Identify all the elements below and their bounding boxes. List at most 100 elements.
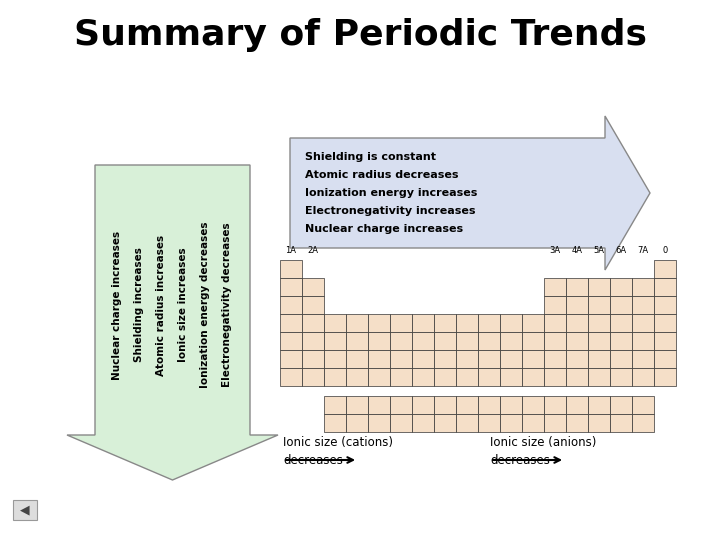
Bar [324,350,346,368]
Text: 5A: 5A [593,246,605,255]
Bar [478,332,500,350]
Text: 1A: 1A [286,246,297,255]
Text: Ionic size increases: Ionic size increases [179,248,189,362]
Bar [390,332,412,350]
Bar [280,368,302,386]
Bar [566,332,588,350]
Text: 0: 0 [662,246,667,255]
Bar [632,414,654,432]
Bar [610,368,632,386]
Bar [434,396,456,414]
Bar [280,332,302,350]
Bar [368,396,390,414]
Bar [302,368,324,386]
Text: Nuclear charge increases: Nuclear charge increases [305,224,463,234]
Text: decreases: decreases [490,454,550,467]
Bar [346,396,368,414]
Text: Atomic radius increases: Atomic radius increases [156,234,166,375]
Bar [566,368,588,386]
Bar [610,414,632,432]
Bar [280,278,302,296]
Bar [632,314,654,332]
Bar [302,278,324,296]
Bar [412,332,434,350]
Bar [500,350,522,368]
Bar [346,368,368,386]
Bar [632,396,654,414]
Bar [610,314,632,332]
Bar [654,296,676,314]
Bar [478,350,500,368]
Bar [544,332,566,350]
Bar [390,368,412,386]
Bar [522,414,544,432]
Bar [654,314,676,332]
Bar [500,332,522,350]
Bar [456,396,478,414]
Bar [500,414,522,432]
Bar [280,314,302,332]
Text: Ionic size (anions): Ionic size (anions) [490,436,596,449]
Bar [368,368,390,386]
Bar [478,314,500,332]
Bar [544,396,566,414]
Bar [588,396,610,414]
Bar [654,278,676,296]
Bar [434,368,456,386]
Bar [610,350,632,368]
Text: 4A: 4A [572,246,582,255]
Bar [544,296,566,314]
Bar [632,350,654,368]
Bar [566,296,588,314]
Bar [434,414,456,432]
Bar [500,314,522,332]
Bar [588,314,610,332]
Bar [500,396,522,414]
Bar [632,278,654,296]
Bar [632,296,654,314]
Bar [654,368,676,386]
Bar [522,368,544,386]
Bar [346,414,368,432]
Polygon shape [67,165,278,480]
Bar [522,314,544,332]
Bar [368,332,390,350]
Bar [588,332,610,350]
Bar [654,332,676,350]
Bar [654,260,676,278]
Bar [478,414,500,432]
Bar [412,414,434,432]
Bar [324,396,346,414]
Bar [368,314,390,332]
Text: Ionization energy increases: Ionization energy increases [305,188,477,198]
Text: Summary of Periodic Trends: Summary of Periodic Trends [73,18,647,52]
Text: 2A: 2A [307,246,318,255]
Bar [302,296,324,314]
Bar [478,368,500,386]
Text: 3A: 3A [549,246,561,255]
Text: Ionic size (cations): Ionic size (cations) [283,436,393,449]
Bar [390,414,412,432]
Bar [500,368,522,386]
Bar [434,350,456,368]
Text: 6A: 6A [616,246,626,255]
Bar [610,396,632,414]
Bar [390,350,412,368]
Bar [412,368,434,386]
Bar [566,350,588,368]
Text: Electronegativity decreases: Electronegativity decreases [222,222,233,387]
Bar [610,296,632,314]
Bar [456,368,478,386]
Bar [302,350,324,368]
Bar [632,332,654,350]
Bar [522,332,544,350]
Bar [13,500,37,520]
Bar [588,414,610,432]
Bar [544,278,566,296]
Bar [324,332,346,350]
Bar [324,314,346,332]
Bar [302,314,324,332]
Polygon shape [290,116,650,270]
Bar [588,350,610,368]
Bar [566,396,588,414]
